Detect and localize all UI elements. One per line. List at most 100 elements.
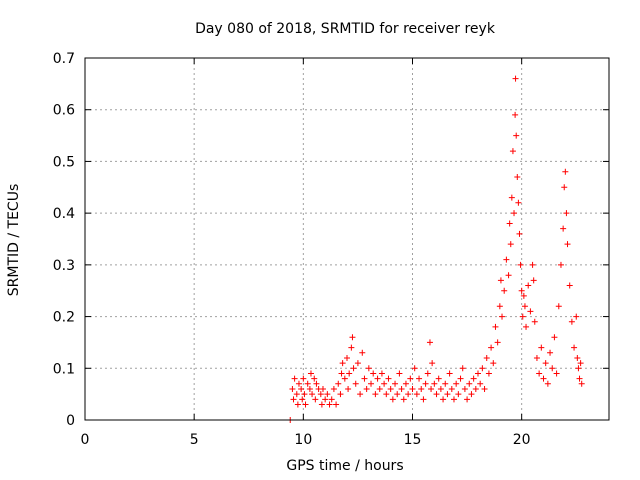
data-point xyxy=(505,272,512,279)
data-point xyxy=(514,173,521,180)
data-point xyxy=(508,194,515,201)
data-point xyxy=(289,385,296,392)
data-point xyxy=(389,396,396,403)
data-point xyxy=(400,396,407,403)
data-point xyxy=(442,380,449,387)
data-point xyxy=(511,210,518,217)
data-point xyxy=(542,360,549,367)
data-point xyxy=(481,385,488,392)
data-point xyxy=(450,396,457,403)
grid xyxy=(85,58,609,420)
y-axis-title: SRMTID / TECUs xyxy=(6,184,22,297)
data-point xyxy=(365,365,372,372)
data-point xyxy=(574,354,581,361)
data-point xyxy=(420,396,427,403)
data-point xyxy=(339,360,346,367)
data-point xyxy=(512,111,519,118)
data-point xyxy=(295,380,302,387)
data-point xyxy=(428,385,435,392)
data-point xyxy=(521,303,528,310)
data-point xyxy=(348,344,355,351)
data-point xyxy=(326,401,333,408)
data-point xyxy=(300,375,307,382)
data-point xyxy=(429,360,436,367)
data-point xyxy=(503,256,510,263)
y-tick-label: 0.5 xyxy=(53,154,75,170)
data-point xyxy=(435,375,442,382)
data-point xyxy=(529,261,536,268)
data-point xyxy=(563,210,570,217)
data-point xyxy=(409,385,416,392)
data-point xyxy=(553,370,560,377)
data-point xyxy=(516,230,523,237)
data-point xyxy=(416,375,423,382)
data-point xyxy=(551,334,558,341)
data-point xyxy=(531,318,538,325)
data-point xyxy=(499,313,506,320)
data-point xyxy=(468,391,475,398)
data-point xyxy=(346,370,353,377)
data-point xyxy=(509,148,516,155)
data-point xyxy=(513,132,520,139)
y-tick-label: 0.7 xyxy=(53,51,75,67)
data-point xyxy=(431,380,438,387)
data-point xyxy=(575,365,582,372)
data-point xyxy=(506,220,513,227)
data-point xyxy=(307,370,314,377)
data-point xyxy=(312,396,319,403)
data-point xyxy=(357,391,364,398)
data-point xyxy=(561,184,568,191)
data-point xyxy=(293,391,300,398)
axis-ticks: 0 0.1 0.2 0.3 0.4 0.5 0.6 0.7 0 5 10 15 20 xyxy=(53,51,609,448)
data-point xyxy=(328,396,335,403)
data-point xyxy=(485,370,492,377)
data-point xyxy=(448,385,455,392)
x-axis-title: GPS time / hours xyxy=(286,458,403,474)
data-point xyxy=(422,380,429,387)
y-tick-label: 0 xyxy=(66,413,75,429)
data-point xyxy=(501,287,508,294)
data-point xyxy=(437,385,444,392)
y-tick-label: 0.6 xyxy=(53,103,75,119)
chart-title: Day 080 of 2018, SRMTID for receiver rey… xyxy=(195,21,496,37)
data-point xyxy=(538,344,545,351)
data-point xyxy=(318,401,325,408)
data-point xyxy=(359,349,366,356)
data-point xyxy=(512,75,519,82)
data-point xyxy=(345,385,352,392)
data-point xyxy=(354,360,361,367)
data-point xyxy=(294,401,301,408)
data-point xyxy=(527,308,534,315)
data-point xyxy=(418,385,425,392)
y-tick-label: 0.2 xyxy=(53,310,75,326)
data-point xyxy=(372,391,379,398)
data-point xyxy=(341,375,348,382)
data-point xyxy=(311,375,318,382)
data-point xyxy=(455,391,462,398)
data-point xyxy=(488,344,495,351)
data-point xyxy=(564,241,571,248)
data-point xyxy=(376,385,383,392)
data-point xyxy=(363,385,370,392)
data-point xyxy=(571,344,578,351)
data-point xyxy=(544,380,551,387)
data-point xyxy=(322,396,329,403)
y-tick-label: 0.3 xyxy=(53,258,75,274)
y-tick-label: 0.1 xyxy=(53,361,75,377)
x-tick-label: 0 xyxy=(81,432,90,448)
data-point xyxy=(383,391,390,398)
data-point xyxy=(457,375,464,382)
data-point xyxy=(444,391,451,398)
data-point xyxy=(338,370,345,377)
data-point xyxy=(507,241,514,248)
data-point xyxy=(453,380,460,387)
data-point xyxy=(549,365,556,372)
data-point xyxy=(466,380,473,387)
data-point xyxy=(304,380,311,387)
data-point xyxy=(530,277,537,284)
data-point xyxy=(424,370,431,377)
data-point xyxy=(475,370,481,377)
data-point xyxy=(577,360,584,367)
data-point xyxy=(557,261,564,268)
